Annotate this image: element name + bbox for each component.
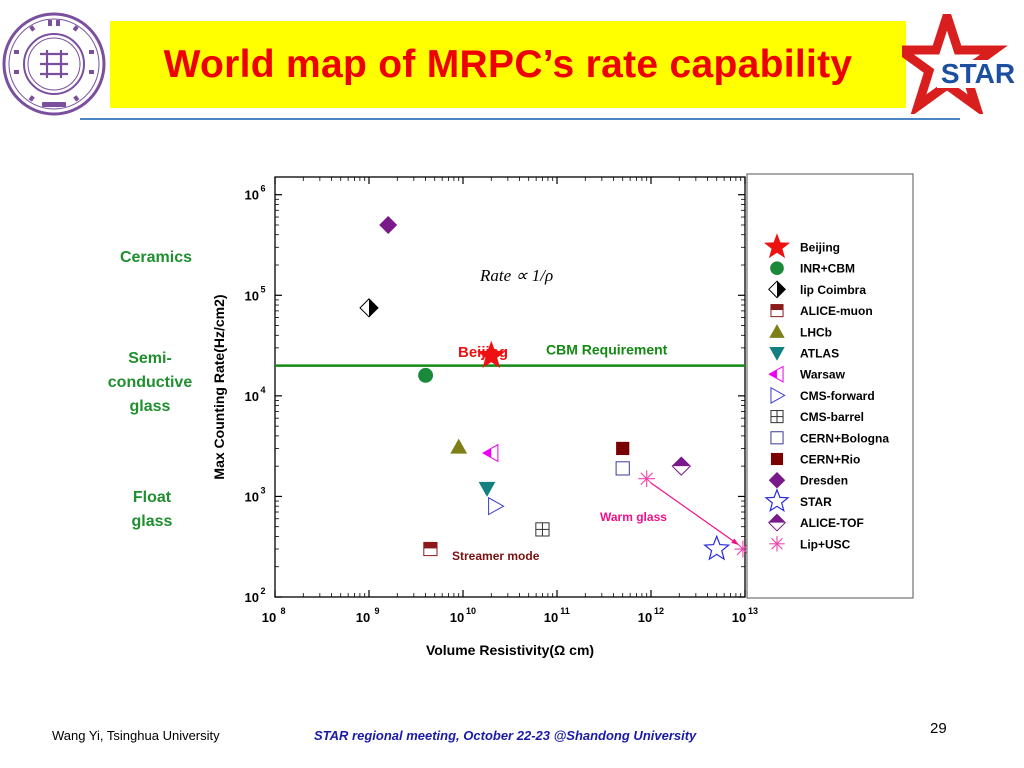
legend-marker-lip-coimbra-fill bbox=[777, 281, 786, 298]
warm-glass-arrow bbox=[650, 482, 740, 546]
x-tick-label: 10 bbox=[732, 610, 746, 625]
x-tick-label: 10 bbox=[544, 610, 558, 625]
author-footer: Wang Yi, Tsinghua University bbox=[52, 728, 220, 743]
x-tick-exponent: 8 bbox=[280, 606, 285, 616]
legend-label-lhcb: LHCb bbox=[800, 325, 832, 339]
slide-title: World map of MRPC’s rate capability bbox=[163, 42, 853, 86]
data-point-dresden bbox=[379, 215, 398, 234]
data-point-beijing bbox=[477, 340, 506, 368]
y-tick-label: 10 bbox=[245, 188, 259, 203]
data-point-lip-usc bbox=[638, 470, 656, 488]
legend-marker-alice-muon bbox=[770, 304, 784, 318]
data-point-inr-cbm bbox=[418, 367, 434, 383]
legend-label-inr-cbm: INR+CBM bbox=[800, 262, 855, 276]
legend-marker-beijing bbox=[763, 233, 791, 259]
legend-label-lip-usc: Lip+USC bbox=[800, 537, 851, 551]
label-semiconductive-glass: Semi-conductive glass bbox=[107, 350, 193, 415]
legend-marker-inr-cbm bbox=[770, 261, 784, 276]
y-axis-title: Max Counting Rate(Hz/cm2) bbox=[211, 294, 227, 479]
data-point-star bbox=[703, 534, 731, 561]
data-point-alice-muon bbox=[423, 541, 438, 557]
x-tick-exponent: 11 bbox=[560, 606, 570, 616]
data-point-cern-bologna bbox=[615, 461, 630, 476]
y-tick-exponent: 3 bbox=[260, 485, 265, 495]
x-tick-exponent: 13 bbox=[748, 606, 758, 616]
legend-marker-cms-forward bbox=[770, 386, 786, 404]
legend-label-alice-tof: ALICE-TOF bbox=[800, 516, 864, 530]
data-point-atlas bbox=[478, 481, 496, 497]
label-ceramics: Ceramics bbox=[119, 249, 193, 266]
legend-marker-alice-muon-fill bbox=[770, 304, 784, 311]
legend-label-warsaw: Warsaw bbox=[800, 368, 846, 382]
data-point-alice-muon-fill bbox=[423, 542, 438, 549]
data-point-cms-barrel bbox=[535, 522, 550, 537]
title-bar: World map of MRPC’s rate capability bbox=[110, 21, 906, 108]
legend-marker-lhcb bbox=[769, 324, 785, 338]
svg-text:STAR: STAR bbox=[941, 58, 1015, 89]
data-point-lhcb bbox=[450, 438, 468, 454]
legend-label-beijing: Beijing bbox=[800, 241, 840, 255]
label-float-glass: Float glass bbox=[131, 489, 173, 530]
legend-marker-cern-rio bbox=[770, 452, 784, 466]
meeting-footer: STAR regional meeting, October 22-23 @Sh… bbox=[314, 728, 697, 743]
legend-marker-cms-barrel bbox=[770, 410, 784, 424]
y-tick-exponent: 5 bbox=[260, 284, 265, 294]
x-tick-label: 10 bbox=[262, 610, 276, 625]
legend-marker-lip-usc-stroke bbox=[771, 537, 783, 550]
y-tick-label: 10 bbox=[245, 288, 259, 303]
page-number: 29 bbox=[930, 720, 947, 737]
y-tick-exponent: 2 bbox=[260, 586, 265, 596]
y-tick-label: 10 bbox=[245, 590, 259, 605]
legend-marker-alice-tof-fill bbox=[768, 514, 786, 523]
y-tick-exponent: 6 bbox=[260, 184, 265, 194]
legend-marker-atlas bbox=[769, 346, 785, 361]
legend-marker-cern-bologna bbox=[770, 431, 784, 445]
x-tick-label: 10 bbox=[638, 610, 652, 625]
legend-label-cern-rio: CERN+Rio bbox=[800, 453, 860, 467]
cbm-requirement-label: CBM Requirement bbox=[546, 342, 668, 358]
streamer-mode-annotation: Streamer mode bbox=[452, 549, 540, 563]
x-tick-label: 10 bbox=[356, 610, 370, 625]
legend-label-cms-forward: CMS-forward bbox=[800, 389, 875, 403]
legend-label-cern-bologna: CERN+Bologna bbox=[800, 431, 889, 445]
legend-label-lip-coimbra: lip Coimbra bbox=[800, 283, 866, 297]
warm-glass-annotation: Warm glass bbox=[600, 510, 667, 524]
legend-label-atlas: ATLAS bbox=[800, 347, 839, 361]
data-point-lip-usc-stroke bbox=[640, 472, 654, 486]
y-tick-label: 10 bbox=[245, 389, 259, 404]
data-point-alice-tof-fill bbox=[672, 457, 691, 467]
legend-marker-lip-usc bbox=[769, 536, 785, 552]
data-point-lip-coimbra-fill bbox=[369, 298, 378, 317]
legend-marker-alice-tof bbox=[768, 513, 786, 532]
x-tick-label: 10 bbox=[450, 610, 464, 625]
legend-label-dresden: Dresden bbox=[800, 474, 848, 488]
data-point-cern-rio bbox=[616, 441, 630, 456]
y-tick-exponent: 4 bbox=[260, 385, 265, 395]
legend-marker-warsaw-fill bbox=[769, 370, 777, 379]
data-point-cms-forward bbox=[488, 496, 505, 516]
legend-label-alice-muon: ALICE-muon bbox=[800, 304, 873, 318]
legend-label-star: STAR bbox=[800, 495, 832, 509]
star-logo-icon: STAR bbox=[902, 14, 1019, 114]
data-point-warsaw bbox=[481, 443, 499, 463]
x-axis-title: Volume Resistivity(Ω cm) bbox=[426, 642, 594, 658]
legend-marker-star bbox=[764, 488, 790, 513]
x-tick-exponent: 10 bbox=[466, 606, 476, 616]
plot-frame bbox=[274, 176, 746, 598]
legend-box bbox=[746, 173, 914, 599]
legend-label-cms-barrel: CMS-barrel bbox=[800, 410, 864, 424]
legend-marker-warsaw bbox=[768, 365, 784, 383]
legend-marker-dresden bbox=[768, 471, 786, 489]
y-tick-label: 10 bbox=[245, 489, 259, 504]
x-tick-exponent: 9 bbox=[374, 606, 379, 616]
data-point-warsaw-fill bbox=[482, 448, 492, 458]
title-divider bbox=[80, 118, 960, 120]
data-point-lip-coimbra bbox=[359, 298, 379, 318]
legend-marker-lip-coimbra bbox=[768, 280, 786, 299]
data-point-alice-tof bbox=[671, 456, 691, 476]
x-tick-exponent: 12 bbox=[654, 606, 664, 616]
tsinghua-seal-icon bbox=[2, 12, 106, 116]
rate-formula: Rate ∝ 1/ρ bbox=[479, 266, 553, 285]
